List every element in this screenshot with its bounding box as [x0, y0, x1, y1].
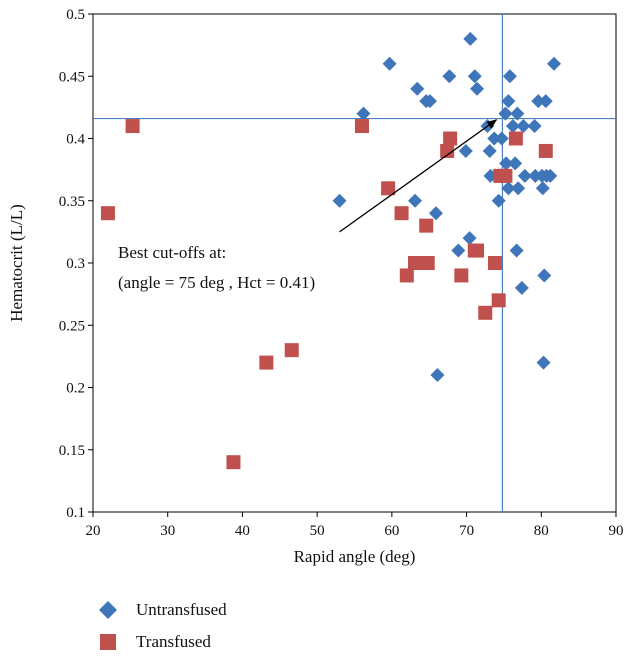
series-transfused	[100, 119, 553, 470]
point-untransfused	[536, 355, 551, 370]
point-transfused	[226, 455, 241, 470]
legend-label-transfused: Transfused	[136, 632, 211, 651]
y-tick-label: 0.45	[59, 69, 85, 85]
x-tick-label: 70	[459, 523, 474, 539]
annotation: Best cut-offs at: (angle = 75 deg , Hct …	[118, 119, 498, 292]
y-tick-label: 0.4	[66, 132, 85, 148]
point-untransfused	[430, 368, 445, 383]
reference-lines	[93, 14, 616, 512]
point-transfused	[284, 343, 299, 358]
point-transfused	[478, 305, 493, 320]
point-untransfused	[538, 94, 553, 109]
x-tick-label: 20	[86, 523, 101, 539]
point-untransfused	[410, 81, 425, 96]
point-untransfused	[491, 193, 506, 208]
point-transfused	[443, 131, 458, 146]
point-untransfused	[499, 156, 514, 171]
point-transfused	[440, 143, 455, 158]
point-untransfused	[531, 94, 546, 109]
point-untransfused	[356, 106, 371, 121]
point-untransfused	[505, 119, 520, 134]
y-tick-label: 0.25	[59, 318, 85, 334]
point-untransfused	[451, 243, 466, 258]
point-untransfused	[482, 143, 497, 158]
point-untransfused	[509, 243, 524, 258]
legend-item-untransfused: Untransfused	[98, 600, 227, 620]
point-transfused	[100, 206, 115, 221]
square-marker-icon	[98, 632, 118, 652]
point-untransfused	[502, 69, 517, 84]
point-untransfused	[332, 193, 347, 208]
point-untransfused	[487, 131, 502, 146]
point-transfused	[381, 181, 396, 196]
x-tick-label: 80	[534, 523, 549, 539]
point-untransfused	[546, 56, 561, 71]
point-transfused	[419, 218, 434, 233]
y-tick-label: 0.35	[59, 194, 85, 210]
point-transfused	[420, 256, 435, 270]
point-transfused	[470, 243, 485, 258]
y-tick-label: 0.3	[66, 256, 85, 272]
y-tick-label: 0.2	[66, 381, 85, 397]
y-tick-label: 0.1	[66, 505, 85, 521]
point-transfused	[508, 131, 523, 146]
point-untransfused	[527, 119, 542, 134]
scatter-chart: 0.1 0.15 0.2 0.25 0.3 0.35 0.4 0.45 0.5 20 30 40 50 6…	[7, 7, 624, 566]
point-transfused	[259, 355, 274, 370]
point-untransfused	[463, 31, 478, 46]
point-untransfused	[382, 56, 397, 71]
point-untransfused	[508, 156, 523, 171]
x-tick-label: 90	[609, 523, 624, 539]
annotation-line-1: Best cut-offs at:	[118, 243, 226, 262]
annotation-arrow	[339, 119, 498, 233]
point-untransfused	[442, 69, 457, 84]
point-untransfused	[514, 280, 529, 295]
legend-label-untransfused: Untransfused	[136, 600, 227, 619]
point-untransfused	[470, 81, 485, 96]
x-tick-label: 30	[160, 523, 175, 539]
point-untransfused	[537, 268, 552, 283]
annotation-line-2: (angle = 75 deg , Hct = 0.41)	[118, 273, 315, 292]
point-untransfused	[467, 69, 482, 84]
point-transfused	[454, 268, 469, 283]
point-untransfused	[516, 119, 531, 134]
point-untransfused	[501, 94, 516, 109]
point-transfused	[491, 293, 506, 308]
point-untransfused	[517, 168, 532, 183]
y-tick-label: 0.15	[59, 443, 85, 459]
plot-area: 0.1 0.15 0.2 0.25 0.3 0.35 0.4 0.45 0.5 20 30 40 50 6…	[59, 7, 624, 539]
point-untransfused	[511, 181, 526, 196]
point-untransfused	[494, 131, 509, 146]
diamond-marker-icon	[98, 600, 118, 620]
x-tick-label: 40	[235, 523, 250, 539]
x-axis-title: Rapid angle (deg)	[294, 547, 416, 566]
point-transfused	[487, 256, 502, 270]
point-untransfused	[458, 143, 473, 158]
x-tick-label: 50	[310, 523, 325, 539]
point-transfused	[125, 119, 140, 134]
point-untransfused	[501, 181, 516, 196]
point-transfused	[394, 206, 409, 221]
point-transfused	[354, 119, 369, 134]
series-untransfused	[332, 31, 561, 383]
point-transfused	[538, 143, 553, 158]
legend-item-transfused: Transfused	[98, 632, 211, 652]
y-tick-label: 0.5	[66, 7, 85, 23]
point-transfused	[399, 268, 414, 283]
point-untransfused	[543, 168, 558, 183]
point-untransfused	[535, 181, 550, 196]
point-untransfused	[428, 206, 443, 221]
y-axis-title: Hematocrit (L/L)	[7, 204, 26, 322]
point-untransfused	[510, 106, 525, 121]
point-untransfused	[462, 231, 477, 246]
point-untransfused	[422, 94, 437, 109]
x-tick-label: 60	[384, 523, 399, 539]
point-transfused	[498, 168, 513, 183]
point-untransfused	[408, 193, 423, 208]
plot-frame	[92, 13, 617, 513]
point-untransfused	[498, 106, 513, 121]
